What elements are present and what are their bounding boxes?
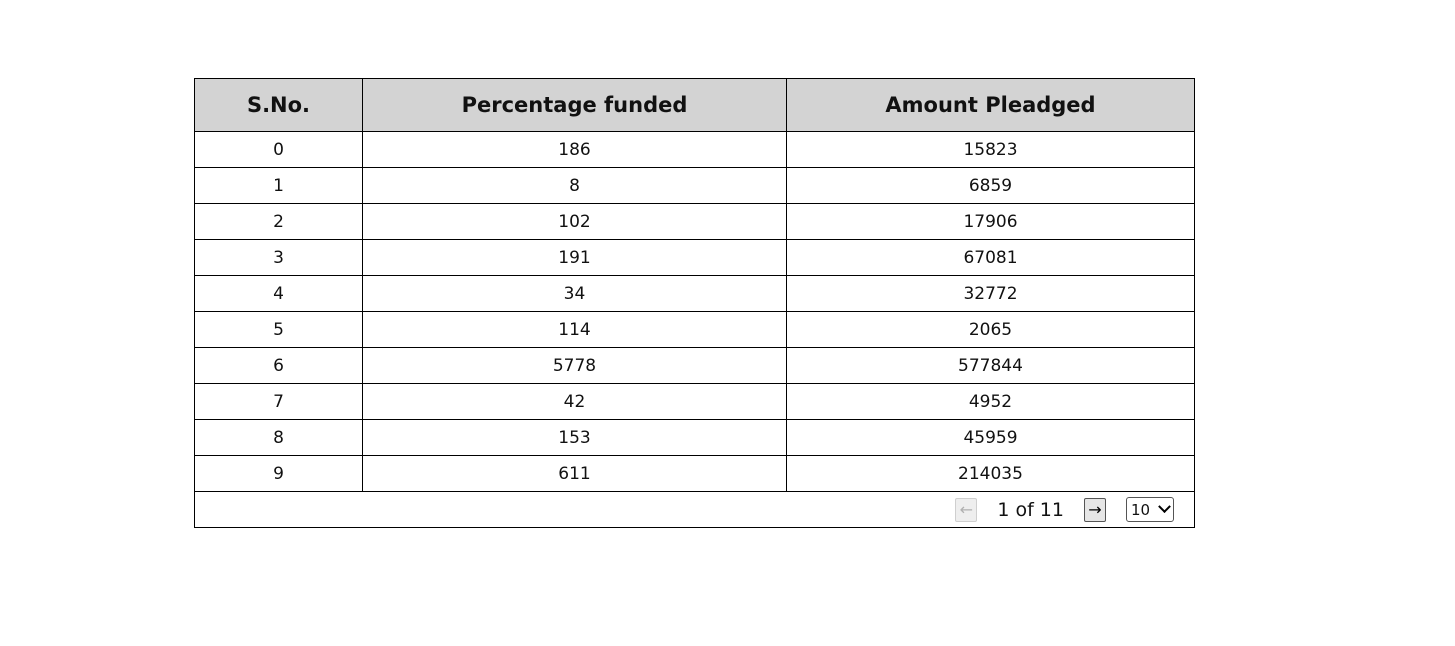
cell-amount-pledged: 67081 [786,239,1195,276]
cell-percentage-funded: 8 [362,167,787,204]
cell-percentage-funded: 153 [362,419,787,456]
cell-sno: 5 [194,311,363,348]
data-table: S.No. Percentage funded Amount Pleadged … [194,78,1195,528]
table-row: 6 5778 577844 [194,347,1195,384]
cell-percentage-funded: 42 [362,383,787,420]
cell-sno: 8 [194,419,363,456]
table-row: 3 191 67081 [194,239,1195,276]
cell-sno: 7 [194,383,363,420]
cell-percentage-funded: 5778 [362,347,787,384]
cell-amount-pledged: 577844 [786,347,1195,384]
cell-sno: 3 [194,239,363,276]
prev-page-button[interactable]: ← [955,497,978,522]
page-indicator: 1 of 11 [997,498,1064,521]
cell-amount-pledged: 17906 [786,203,1195,240]
header-percentage-funded: Percentage funded [362,78,787,132]
header-sno: S.No. [194,78,363,132]
cell-sno: 2 [194,203,363,240]
table-row: 1 8 6859 [194,167,1195,204]
header-row: S.No. Percentage funded Amount Pleadged [194,78,1195,132]
cell-sno: 4 [194,275,363,312]
page-size-select[interactable]: 10 [1126,497,1174,522]
cell-percentage-funded: 191 [362,239,787,276]
cell-percentage-funded: 34 [362,275,787,312]
cell-percentage-funded: 611 [362,455,787,492]
table-row: 5 114 2065 [194,311,1195,348]
cell-amount-pledged: 32772 [786,275,1195,312]
arrow-left-icon: ← [959,499,974,519]
cell-sno: 1 [194,167,363,204]
table-row: 8 153 45959 [194,419,1195,456]
pagination-cell: ← 1 of 11 → 10 [194,491,1195,528]
cell-sno: 6 [194,347,363,384]
table-row: 4 34 32772 [194,275,1195,312]
header-amount-pledged: Amount Pleadged [786,78,1195,132]
table-row: 7 42 4952 [194,383,1195,420]
table-row: 0 186 15823 [194,131,1195,168]
cell-amount-pledged: 214035 [786,455,1195,492]
data-table-container: S.No. Percentage funded Amount Pleadged … [194,78,1195,528]
pagination-row: ← 1 of 11 → 10 [194,491,1195,528]
arrow-right-icon: → [1088,499,1102,519]
next-page-button[interactable]: → [1084,497,1106,522]
chevron-down-icon [1158,500,1171,514]
cell-percentage-funded: 186 [362,131,787,168]
table-row: 9 611 214035 [194,455,1195,492]
cell-amount-pledged: 4952 [786,383,1195,420]
cell-amount-pledged: 15823 [786,131,1195,168]
cell-percentage-funded: 114 [362,311,787,348]
page-size-value: 10 [1131,500,1151,519]
cell-sno: 0 [194,131,363,168]
cell-amount-pledged: 2065 [786,311,1195,348]
cell-amount-pledged: 45959 [786,419,1195,456]
table-row: 2 102 17906 [194,203,1195,240]
cell-percentage-funded: 102 [362,203,787,240]
cell-sno: 9 [194,455,363,492]
pagination-controls: ← 1 of 11 → 10 [955,492,1174,527]
cell-amount-pledged: 6859 [786,167,1195,204]
